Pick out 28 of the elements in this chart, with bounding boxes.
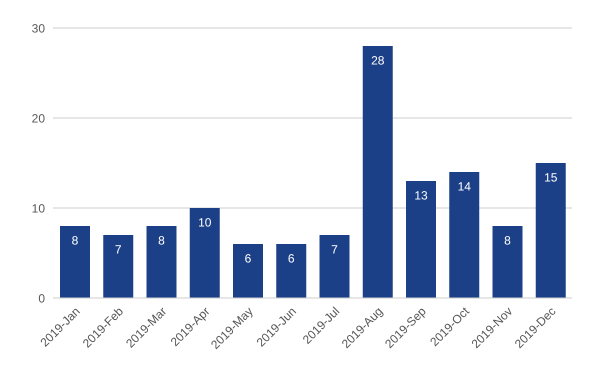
y-tick-label: 10	[32, 201, 46, 216]
data-label: 10	[198, 216, 212, 230]
bar	[449, 172, 480, 298]
data-label: 14	[458, 180, 472, 194]
bar	[320, 235, 350, 298]
bar	[190, 208, 220, 298]
data-label: 8	[158, 234, 166, 248]
data-label: 6	[244, 252, 252, 266]
bar	[103, 235, 134, 298]
data-label: 15	[544, 170, 558, 185]
y-tick-label: 0	[38, 291, 46, 306]
data-label: 6	[288, 252, 295, 266]
data-label: 8	[72, 234, 79, 248]
data-label: 13	[414, 188, 428, 203]
data-label: 28	[371, 54, 385, 68]
y-tick-label: 30	[32, 21, 46, 36]
data-label: 8	[504, 234, 512, 248]
bar	[362, 46, 393, 298]
bar	[406, 181, 436, 298]
data-label: 7	[331, 242, 338, 257]
bar	[146, 226, 176, 298]
bar	[60, 226, 90, 298]
bar	[492, 226, 522, 298]
data-label: 7	[114, 242, 122, 257]
y-tick-label: 20	[32, 111, 46, 126]
bar	[276, 244, 306, 298]
bar	[536, 163, 566, 298]
bar	[233, 244, 263, 298]
